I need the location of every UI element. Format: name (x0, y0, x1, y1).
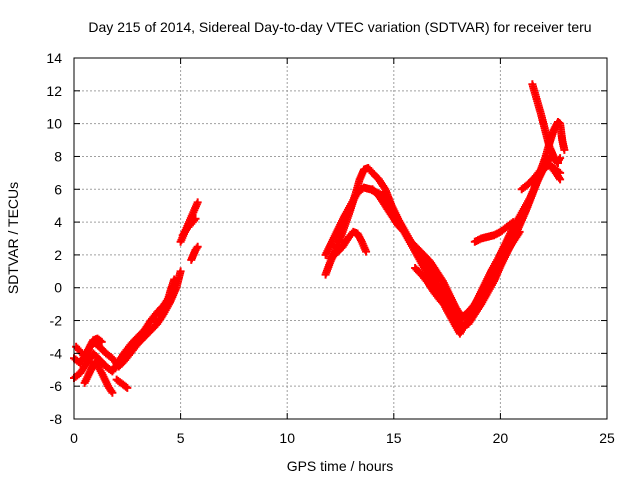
data-point (362, 247, 371, 256)
series-trace-f (153, 275, 179, 327)
series-trace-b (70, 291, 174, 382)
x-tick-label: 5 (177, 430, 185, 446)
series-trace-c (80, 357, 117, 397)
y-tick-label: 4 (54, 214, 62, 230)
series-trace-e (72, 334, 106, 361)
series-trace-i (187, 242, 202, 264)
data-point (514, 229, 523, 238)
series-trace-m (325, 227, 371, 263)
data-point (123, 383, 132, 392)
data-point (556, 154, 565, 163)
data-point (560, 145, 569, 154)
series-trace-d (112, 375, 132, 392)
data-point (191, 214, 200, 223)
data-point (96, 336, 105, 345)
data-point (121, 382, 130, 391)
x-tick-label: 25 (599, 430, 615, 446)
x-tick-label: 15 (386, 430, 402, 446)
series-trace-h (178, 214, 200, 240)
chart-title: Day 215 of 2014, Sidereal Day-to-day VTE… (88, 19, 591, 35)
x-tick-label: 20 (493, 430, 509, 446)
data-points (70, 80, 569, 397)
data-point (555, 155, 564, 164)
y-tick-label: 10 (46, 116, 62, 132)
data-point (509, 218, 518, 227)
data-point (467, 304, 476, 313)
y-tick-label: -2 (50, 313, 63, 329)
y-tick-label: -4 (50, 345, 63, 361)
data-point (554, 167, 563, 176)
data-point (97, 337, 106, 346)
y-tick-label: 2 (54, 247, 62, 263)
y-tick-label: 12 (46, 83, 62, 99)
data-point (515, 227, 524, 236)
series-trace-l (368, 185, 524, 322)
data-point (176, 267, 185, 276)
x-tick-label: 10 (279, 430, 295, 446)
y-tick-label: 6 (54, 181, 62, 197)
data-point (507, 219, 516, 228)
y-tick-label: 0 (54, 280, 62, 296)
series-trace-n (411, 264, 477, 323)
y-tick-label: 14 (46, 50, 62, 66)
data-point (107, 387, 116, 396)
plot-frame (73, 57, 608, 420)
x-axis-label: GPS time / hours (287, 458, 394, 474)
data-point (170, 275, 179, 284)
data-point (190, 216, 199, 225)
y-tick-label: -8 (50, 411, 63, 427)
data-point (192, 244, 201, 253)
y-tick-label: -6 (50, 378, 63, 394)
series-trace-r (536, 117, 569, 174)
axes: 0 5 10 15 20 25 -8 -6 -4 -2 0 2 4 6 8 10 12 14 (46, 50, 615, 446)
data-point (556, 168, 565, 177)
data-point (468, 303, 477, 312)
data-point (108, 388, 117, 397)
series-trace-o (470, 218, 518, 246)
data-point (193, 198, 202, 207)
x-tick-label: 0 (70, 430, 78, 446)
y-tick-label: 8 (54, 148, 62, 164)
y-axis-label: SDTVAR / TECUs (5, 182, 21, 294)
data-point (193, 242, 202, 251)
